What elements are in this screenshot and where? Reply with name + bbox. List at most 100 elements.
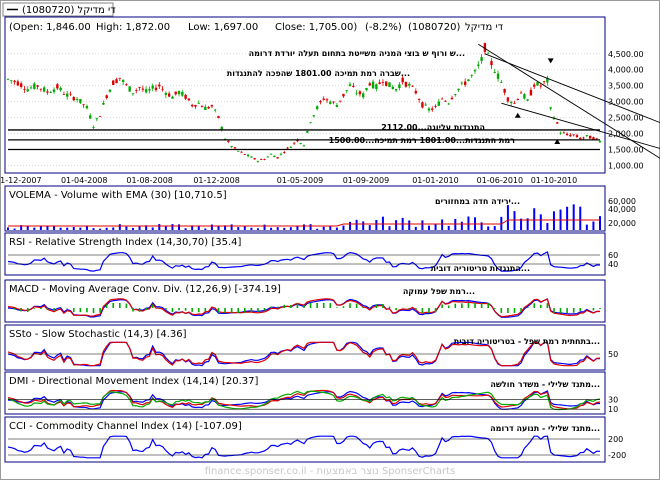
candle-body [171, 96, 174, 99]
volume-bar [487, 226, 490, 230]
trend-line [484, 53, 660, 124]
candle-body [424, 104, 427, 106]
macd-histogram-bar [197, 308, 200, 313]
candle-body [105, 95, 108, 98]
price-x-tick-label: 01-01-2010 [412, 176, 459, 185]
candle-body [381, 81, 385, 83]
candle-body [10, 80, 13, 82]
candle-body [569, 134, 572, 137]
candle-body [36, 85, 39, 87]
macd-histogram-bar [99, 308, 101, 313]
price-y-tick-label: 1,000.00 [608, 161, 644, 170]
macd-histogram-bar [322, 303, 325, 308]
candle-body [250, 156, 253, 158]
candle-body [207, 107, 210, 109]
candle-body [197, 102, 200, 104]
volume-bar [145, 225, 148, 230]
macd-histogram-bar [553, 308, 555, 313]
candle-body [115, 79, 118, 84]
volume-bar [480, 222, 483, 230]
volume-bar [322, 226, 325, 230]
candle-body [536, 82, 539, 86]
volume-bar [566, 206, 569, 230]
candle-body [598, 141, 602, 143]
volume-bar [85, 225, 88, 230]
candle-body [167, 93, 171, 97]
candle-body [75, 99, 79, 101]
volume-bar [230, 224, 233, 230]
rsi-yticks-tick: 40 [608, 260, 618, 269]
candle-body [493, 71, 496, 73]
candle-body [92, 127, 95, 128]
candle-body [500, 82, 503, 84]
volume-bar [414, 226, 417, 230]
candle-body [72, 97, 75, 101]
volume-bar [599, 216, 601, 230]
candle-body [200, 106, 204, 108]
volume-bar [546, 223, 549, 230]
volume-y-tick-label: 40,000 [608, 205, 636, 214]
candle-body [516, 98, 519, 100]
candle-body [463, 81, 467, 85]
dmi-annotation: מתנד שלילי - משדר חולשה... [490, 380, 600, 389]
macd-histogram-bar [513, 308, 516, 313]
volume-bar [309, 224, 312, 230]
volume-bar [316, 228, 319, 230]
macd-histogram-bar [53, 308, 55, 311]
macd-histogram-bar [540, 304, 542, 308]
candle-body [506, 97, 510, 102]
volume-bar [20, 225, 23, 230]
candle-body [404, 81, 408, 87]
volume-bar [270, 227, 273, 230]
macd-histogram-bar [461, 303, 463, 308]
macd-histogram-bar [342, 306, 345, 308]
candle-body [477, 64, 480, 66]
macd-histogram-bar [79, 308, 82, 313]
price-x-tick-label: 01-05-2009 [277, 176, 324, 185]
candle-body [269, 153, 273, 155]
candle-body [46, 91, 49, 93]
candle-body [161, 88, 164, 90]
cci-panel [4, 416, 606, 463]
volume-bar [171, 224, 174, 230]
volume-bar [276, 227, 279, 230]
candle-body [214, 109, 217, 111]
macd-histogram-bar [224, 308, 226, 313]
macd-histogram-bar [441, 304, 443, 308]
trend-line [501, 102, 660, 149]
header-change: (-8.2%) [365, 22, 402, 33]
candle-body [355, 92, 358, 94]
candle-body [276, 157, 279, 159]
macd-histogram-bar [204, 308, 207, 312]
volume-bar [434, 224, 437, 230]
ssto-lines [7, 341, 601, 367]
price-y-tick-labels: 1,000.00 1,500.00 2,000.00 2,500.00 3,000.00… [608, 50, 644, 171]
header-open: (Open: 1,846.00 [9, 22, 91, 33]
candle-body [210, 105, 214, 107]
macd-histogram-bar [230, 308, 233, 313]
candle-body [365, 88, 368, 90]
volume-bar [421, 220, 424, 230]
macd-histogram-bar [572, 308, 575, 313]
candle-body [283, 151, 286, 153]
candle-body [69, 93, 72, 95]
volume-bar [210, 224, 213, 230]
macd-histogram-bar [526, 307, 529, 308]
volume-bar [289, 227, 292, 230]
macd-histogram-bar [244, 308, 246, 313]
legend-label: די מדיקל (1080720) [22, 5, 116, 16]
candle-body [388, 82, 391, 88]
volume-bar [467, 216, 470, 230]
candle-body [273, 155, 276, 158]
price-x-tick-label: 01-06-2010 [477, 176, 524, 185]
price-x-tick-label: 01-09-2009 [343, 176, 390, 185]
candle-body [59, 87, 62, 91]
cci-yticks-tick: -200 [608, 451, 626, 460]
cci-lines-series [7, 435, 601, 459]
volume-bar [59, 227, 62, 230]
macd-histogram-bar [566, 308, 568, 313]
candle-body [289, 146, 293, 148]
volume-bar [539, 214, 542, 230]
volume-bar [427, 225, 430, 230]
